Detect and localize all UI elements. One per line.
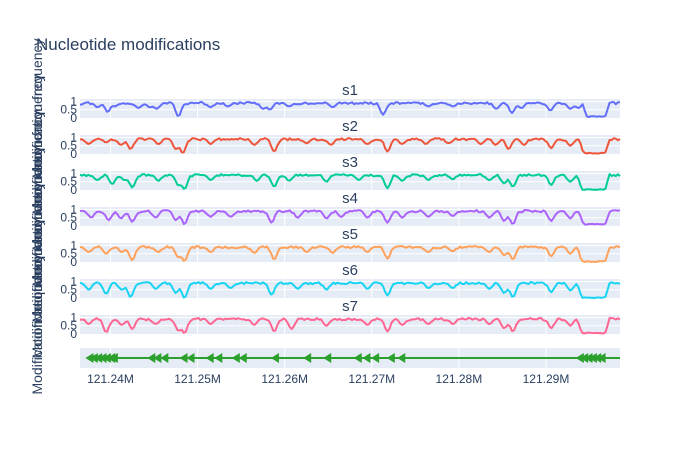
y-tick-label: 0.5	[60, 283, 77, 297]
panel-s1: 00.51 s1	[60, 82, 621, 125]
annotation-marker	[186, 353, 195, 363]
annotation-marker	[353, 353, 362, 363]
y-tick-label: 1	[70, 274, 77, 288]
series-line-s5	[79, 245, 621, 263]
y-tick-label: 0.5	[60, 139, 77, 153]
x-axis: 121.24M 121.25M 121.26M 121.27M 121.28M 121.2…	[87, 372, 569, 386]
x-tick-label: 121.27M	[348, 372, 395, 386]
y-tick-label: 0	[70, 147, 77, 161]
annotation-marker	[270, 353, 279, 363]
annotation-marker	[89, 353, 98, 363]
panel-title-s3: s3	[342, 154, 358, 171]
annotation-marker	[231, 353, 240, 363]
panel-s7: 00.51 s7	[60, 298, 621, 341]
y-tick-label: 0	[70, 327, 77, 341]
panel-s3: 00.51 s3	[60, 154, 621, 197]
panel-s2: 00.51 s2	[60, 118, 621, 161]
annotation-marker	[597, 353, 606, 363]
y-axis-title-s4: Modification frequency	[29, 146, 45, 286]
y-tick-label: 1	[70, 130, 77, 144]
annotation-marker	[214, 353, 223, 363]
panel-title-s7: s7	[342, 298, 358, 315]
y-tick-label: 0.5	[60, 247, 77, 261]
annotation-marker	[371, 353, 380, 363]
series-line-s7	[79, 317, 621, 335]
annotation-marker	[102, 353, 111, 363]
annotation-marker	[98, 353, 107, 363]
x-tick-label: 121.26M	[261, 372, 308, 386]
annotation-marker	[238, 353, 247, 363]
y-tick-label: 0	[70, 219, 77, 233]
annotation-marker	[323, 353, 332, 363]
annotation-marker	[593, 353, 602, 363]
y-tick-label: 0	[70, 183, 77, 197]
annotation-marker	[205, 353, 214, 363]
y-tick-label: 0.5	[60, 319, 77, 333]
y-tick-label: 1	[70, 202, 77, 216]
y-tick-label: 0.5	[60, 175, 77, 189]
panel-s4: 00.51 s4	[60, 190, 621, 233]
y-axis-title-s5: Modification frequency	[29, 182, 45, 322]
annotation-marker	[147, 353, 156, 363]
annotation-marker	[303, 353, 312, 363]
y-tick-label: 1	[70, 238, 77, 252]
panel-title-s4: s4	[342, 190, 358, 207]
y-tick-label: 0	[70, 111, 77, 125]
annotation-marker	[109, 353, 118, 363]
annotation-marker	[584, 353, 593, 363]
x-tick-label: 121.24M	[87, 372, 134, 386]
y-axis-title-s1: Modification frequency	[29, 38, 45, 178]
annotation-marker	[362, 353, 371, 363]
series-line-s1	[79, 101, 621, 118]
annotation-marker	[179, 353, 188, 363]
y-axis-title-s2: Modification frequency	[29, 74, 45, 214]
y-axis-title-s6: Modification frequency	[29, 218, 45, 358]
annotation-marker	[160, 353, 169, 363]
y-axis-title-s3: Modification frequency	[29, 110, 45, 250]
panel-s6: 00.51 s6	[60, 262, 621, 305]
panel-s5: 00.51 s5	[60, 226, 621, 269]
annotation-marker	[153, 353, 162, 363]
panel-title-s1: s1	[342, 82, 358, 99]
panel-title-s2: s2	[342, 118, 358, 135]
y-tick-label: 0	[70, 255, 77, 269]
y-tick-label: 1	[70, 166, 77, 180]
annotation-marker	[397, 353, 406, 363]
annotation-marker	[580, 353, 589, 363]
x-tick-label: 121.25M	[174, 372, 221, 386]
series-line-s2	[80, 137, 621, 155]
x-tick-label: 121.28M	[436, 372, 483, 386]
y-axis-title-s7: Modification frequency	[29, 254, 45, 394]
y-tick-label: 1	[70, 94, 77, 108]
panel-background	[80, 207, 620, 226]
series-line-s6	[79, 281, 621, 299]
annotation-track	[80, 348, 620, 368]
panel-title-s5: s5	[342, 226, 358, 243]
annotation-marker	[85, 353, 94, 363]
series-line-s4	[79, 209, 621, 226]
annotation-marker	[588, 353, 597, 363]
y-tick-label: 0.5	[60, 211, 77, 225]
annotation-marker	[94, 353, 103, 363]
modification-panels: 00.51s100.51s200.51s300.51s400.51s500.51…	[60, 82, 621, 341]
y-tick-label: 1	[70, 310, 77, 324]
panel-title-s6: s6	[342, 262, 358, 279]
y-tick-label: 0.5	[60, 103, 77, 117]
y-tick-label: 0	[70, 291, 77, 305]
series-line-s3	[79, 173, 621, 191]
annotation-marker	[575, 353, 584, 363]
annotation-marker	[386, 353, 395, 363]
chart-title: Nucleotide modifications	[36, 35, 220, 54]
x-tick-label: 121.29M	[523, 372, 570, 386]
